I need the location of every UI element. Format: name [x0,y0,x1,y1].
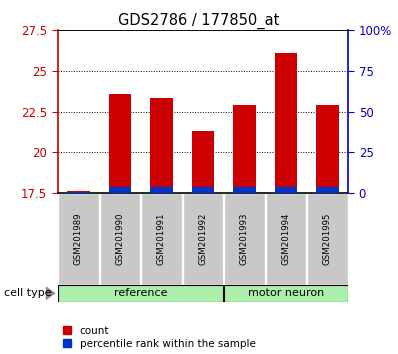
Bar [183,193,223,285]
Bar [233,105,256,193]
Text: GSM201990: GSM201990 [115,213,125,265]
Bar [67,192,90,193]
Bar [307,193,348,285]
Bar [150,98,173,193]
Bar [58,193,99,285]
Bar [58,285,223,302]
Legend: count, percentile rank within the sample: count, percentile rank within the sample [63,326,256,349]
Text: GSM201995: GSM201995 [323,213,332,265]
Bar [275,53,297,193]
Bar [233,187,256,193]
Bar [191,187,215,193]
Text: GSM201993: GSM201993 [240,213,249,265]
Bar [141,193,182,285]
Bar [191,131,215,193]
Bar [109,93,131,193]
Bar [150,187,173,193]
Bar [265,193,306,285]
Text: GSM201991: GSM201991 [157,213,166,265]
Bar [316,187,339,193]
Bar [67,191,90,193]
Bar [224,193,265,285]
Text: cell type: cell type [4,288,52,298]
Bar [109,187,131,193]
Text: reference: reference [114,288,168,298]
Bar [100,193,140,285]
Bar [275,187,297,193]
Text: GSM201989: GSM201989 [74,213,83,265]
Text: GDS2786 / 177850_at: GDS2786 / 177850_at [118,12,280,29]
Text: GSM201992: GSM201992 [199,213,207,265]
Bar [316,105,339,193]
Text: GSM201994: GSM201994 [281,213,291,265]
Bar [224,285,348,302]
Text: motor neuron: motor neuron [248,288,324,298]
Polygon shape [46,287,55,299]
